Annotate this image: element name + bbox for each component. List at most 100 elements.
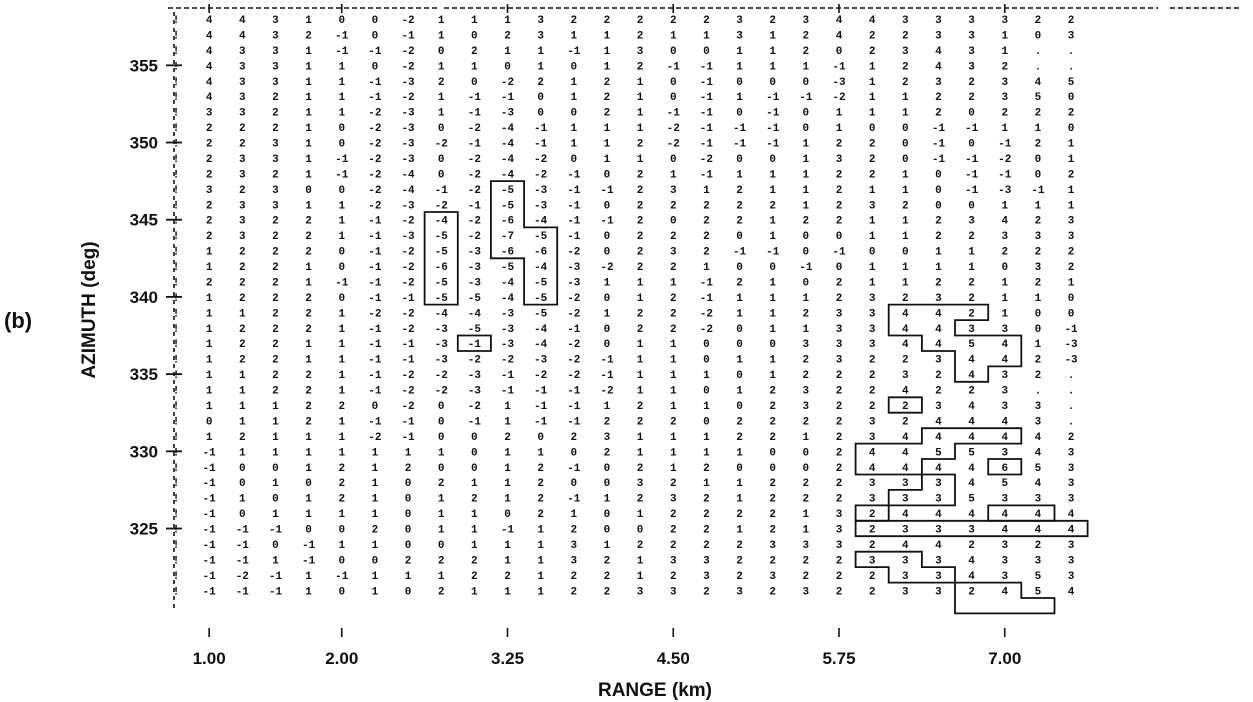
cell-value: 3 bbox=[803, 586, 810, 598]
cell-value: 3 bbox=[1035, 416, 1042, 428]
cell-value: 3 bbox=[968, 30, 975, 42]
cell-value: 1 bbox=[935, 247, 942, 259]
cell-value: 0 bbox=[803, 447, 810, 459]
cell-value: 1 bbox=[272, 447, 279, 459]
cell-value: 2 bbox=[272, 277, 279, 289]
cell-value: 3 bbox=[836, 509, 843, 521]
cell-value: 3 bbox=[1001, 555, 1008, 567]
cell-value: 1 bbox=[604, 308, 611, 320]
cell-value: -2 bbox=[534, 169, 547, 181]
cell-value: -3 bbox=[832, 77, 846, 89]
cell-value: -3 bbox=[401, 154, 415, 166]
cell-value: 2 bbox=[537, 478, 544, 490]
cell-value: 3 bbox=[902, 15, 909, 27]
cell-value: 1 bbox=[869, 216, 876, 228]
cell-value: 2 bbox=[902, 355, 909, 367]
cell-value: 4 bbox=[902, 386, 909, 398]
cell-value: 2 bbox=[769, 15, 776, 27]
cell-value: 3 bbox=[239, 169, 246, 181]
cell-value: -1 bbox=[534, 416, 548, 428]
cell-value: 2 bbox=[272, 339, 279, 351]
cell-value: 3 bbox=[272, 139, 279, 151]
cell-value: 1 bbox=[803, 154, 810, 166]
cell-value: 1 bbox=[637, 555, 644, 567]
cell-value: -5 bbox=[435, 277, 449, 289]
cell-value: -1 bbox=[832, 247, 846, 259]
cell-value: -2 bbox=[368, 154, 381, 166]
cell-value: 2 bbox=[935, 277, 942, 289]
axis-mark: ! bbox=[173, 339, 180, 351]
cell-value: 2 bbox=[438, 478, 445, 490]
cell-value: 1 bbox=[438, 30, 445, 42]
cell-value: -2 bbox=[435, 386, 448, 398]
cell-value: 2 bbox=[803, 478, 810, 490]
cell-value: -6 bbox=[435, 262, 448, 274]
cell-value: 1 bbox=[769, 61, 776, 73]
cell-value: -1 bbox=[401, 30, 415, 42]
cell-value: 1 bbox=[803, 293, 810, 305]
cell-value: 2 bbox=[869, 46, 876, 58]
cell-value: 4 bbox=[206, 46, 213, 58]
cell-value: 2 bbox=[736, 216, 743, 228]
cell-value: 2 bbox=[239, 185, 246, 197]
cell-value: 3 bbox=[239, 61, 246, 73]
cell-value: -3 bbox=[468, 262, 482, 274]
cell-value: 2 bbox=[537, 509, 544, 521]
cell-value: 4 bbox=[902, 447, 909, 459]
cell-value: -1 bbox=[700, 123, 714, 135]
cell-value: 2 bbox=[935, 216, 942, 228]
axis-mark: ! bbox=[173, 293, 180, 305]
cell-value: 1 bbox=[338, 231, 345, 243]
cell-value: -1 bbox=[567, 416, 581, 428]
cell-value: 3 bbox=[1068, 571, 1075, 583]
cell-value: 0 bbox=[769, 154, 776, 166]
cell-value: 4 bbox=[902, 463, 909, 475]
cell-value: 3 bbox=[537, 15, 544, 27]
cell-value: 2 bbox=[405, 463, 412, 475]
cell-value: 0 bbox=[637, 525, 644, 537]
missing-cell: . bbox=[1068, 370, 1075, 382]
cell-value: -5 bbox=[534, 308, 548, 320]
cell-value: 2 bbox=[703, 463, 710, 475]
cell-value: 1 bbox=[338, 447, 345, 459]
cell-value: 1 bbox=[305, 200, 312, 212]
cell-value: 3 bbox=[935, 401, 942, 413]
cell-value: 2 bbox=[968, 277, 975, 289]
cell-value: 1 bbox=[338, 61, 345, 73]
cell-value: 1 bbox=[305, 123, 312, 135]
cell-value: 0 bbox=[438, 169, 445, 181]
cell-value: 2 bbox=[637, 540, 644, 552]
cell-value: -6 bbox=[501, 247, 514, 259]
cell-value: 1 bbox=[570, 139, 577, 151]
cell-value: 2 bbox=[968, 540, 975, 552]
cell-value: 4 bbox=[1035, 447, 1042, 459]
cell-value: 3 bbox=[836, 324, 843, 336]
cell-value: 1 bbox=[637, 339, 644, 351]
cell-value: 2 bbox=[604, 447, 611, 459]
cell-value: -1 bbox=[567, 386, 581, 398]
cell-value: 1 bbox=[537, 571, 544, 583]
cell-value: 1 bbox=[670, 355, 677, 367]
cell-value: 3 bbox=[604, 432, 611, 444]
cell-value: 3 bbox=[272, 15, 279, 27]
cell-value: 1 bbox=[471, 509, 478, 521]
cell-value: -2 bbox=[700, 324, 713, 336]
cell-value: 0 bbox=[736, 401, 743, 413]
cell-value: 4 bbox=[968, 432, 975, 444]
cell-value: 3 bbox=[902, 46, 909, 58]
cell-value: 1 bbox=[670, 277, 677, 289]
cell-value: 4 bbox=[1001, 416, 1008, 428]
cell-value: 0 bbox=[471, 463, 478, 475]
cell-value: 1 bbox=[637, 386, 644, 398]
cell-value: 2 bbox=[239, 123, 246, 135]
cell-value: -1 bbox=[799, 92, 813, 104]
cell-value: 1 bbox=[272, 416, 279, 428]
cell-value: 0 bbox=[338, 293, 345, 305]
cell-value: 2 bbox=[1068, 15, 1075, 27]
cell-value: 3 bbox=[1068, 478, 1075, 490]
cell-value: 2 bbox=[239, 139, 246, 151]
cell-value: 1 bbox=[537, 586, 544, 598]
cell-value: -1 bbox=[567, 231, 581, 243]
cell-value: 2 bbox=[670, 416, 677, 428]
cell-value: 1 bbox=[206, 370, 213, 382]
